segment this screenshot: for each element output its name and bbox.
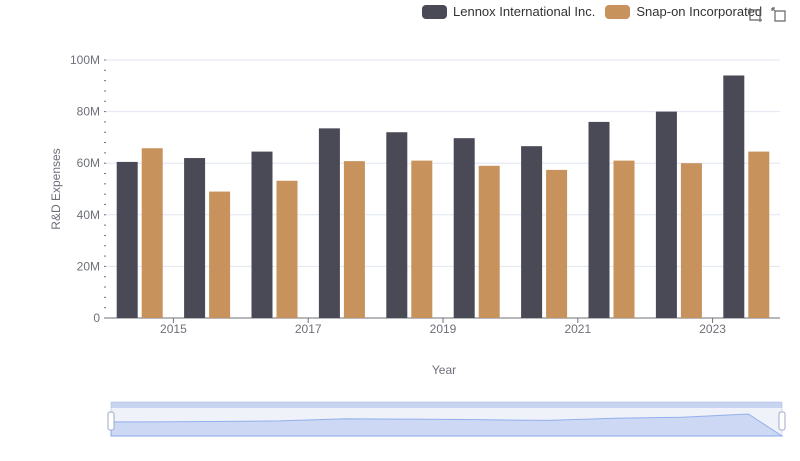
legend-label-snapon: Snap-on Incorporated [636,4,763,19]
datazoom-left-handle[interactable] [107,411,115,431]
bar-lennox-2014[interactable] [116,161,138,318]
legend-label-lennox: Lennox International Inc. [453,4,596,19]
y-axis: 0 20M 40M 60M 80M 100M [70,53,106,325]
legend-item-snapon[interactable]: Snap-on Incorporated [605,4,762,19]
y-tick-label: 100M [70,53,100,67]
y-axis-title: R&D Expenses [49,148,63,229]
datazoom-preview [110,413,784,437]
bar-snapon-2017[interactable] [343,161,365,318]
bar-snapon-2015[interactable] [209,191,231,318]
y-tick-label: 0 [93,311,100,325]
y-tick-label: 20M [77,259,100,273]
bar-lennox-2016[interactable] [251,151,273,318]
x-tick-label: 2019 [430,322,457,336]
bar-snapon-2016[interactable] [276,180,298,318]
legend-swatch-snapon [605,4,631,19]
bar-lennox-2023[interactable] [723,75,745,318]
bar-lennox-2017[interactable] [318,128,340,318]
gridlines [106,59,780,267]
y-tick-label: 80M [77,105,100,119]
bar-snapon-2019[interactable] [478,165,500,318]
x-tick-label: 2015 [160,322,187,336]
toolbox [747,7,787,23]
x-tick-label: 2023 [699,322,726,336]
bar-lennox-2021[interactable] [588,121,610,318]
bar-snapon-2023[interactable] [748,151,770,318]
bar-lennox-2020[interactable] [521,146,543,318]
datazoom-slider[interactable] [107,401,786,437]
bars [116,75,770,318]
legend-swatch-lennox [422,4,447,19]
restore-icon[interactable] [771,7,787,23]
x-tick-label: 2021 [564,322,591,336]
datazoom-drag-bar[interactable] [111,402,782,408]
legend-item-lennox[interactable]: Lennox International Inc. [422,4,595,19]
datazoom-right-handle[interactable] [778,411,786,431]
x-tick-label: 2017 [295,322,322,336]
legend: Lennox International Inc. Snap-on Incorp… [422,4,762,19]
bar-snapon-2018[interactable] [411,160,433,318]
y-tick-label: 60M [77,156,100,170]
bar-lennox-2022[interactable] [655,111,677,318]
bar-lennox-2015[interactable] [184,158,206,318]
x-axis-title: Year [432,363,456,377]
zoom-icon[interactable] [747,7,763,23]
bar-lennox-2018[interactable] [386,132,408,318]
x-axis: 2015 2017 2019 2021 2023 [106,317,780,336]
bar-snapon-2022[interactable] [680,163,702,318]
bar-snapon-2020[interactable] [546,169,568,318]
bar-snapon-2014[interactable] [141,148,163,318]
y-tick-label: 40M [77,208,100,222]
bar-snapon-2021[interactable] [613,160,635,318]
bar-lennox-2019[interactable] [453,138,475,318]
